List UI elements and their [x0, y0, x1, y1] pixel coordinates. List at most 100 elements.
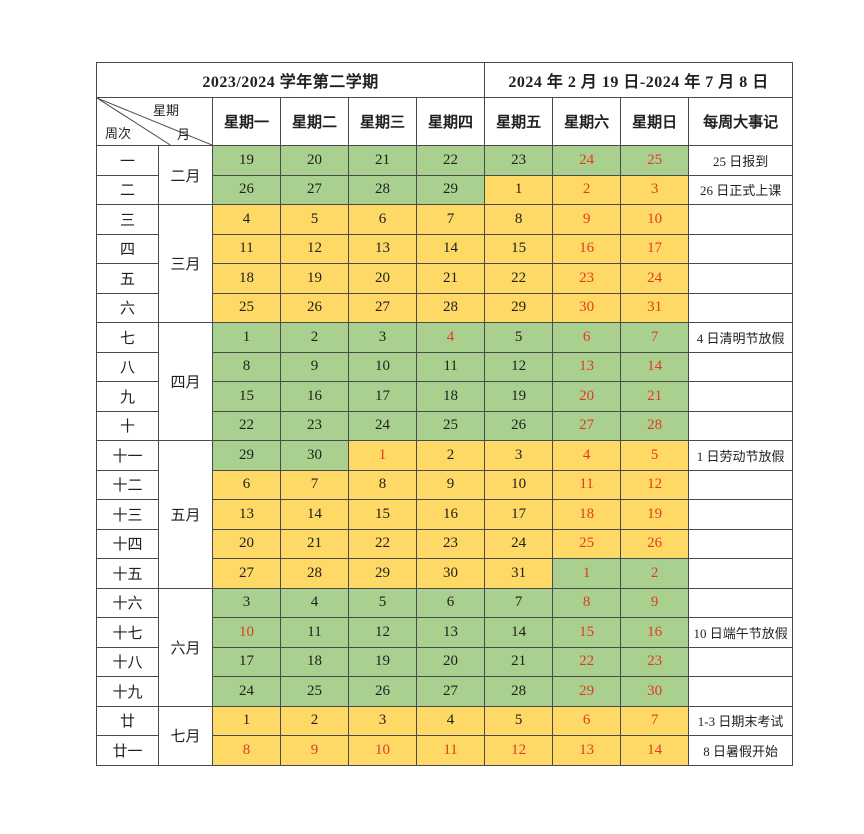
weekday-header-tue: 星期二 — [280, 97, 349, 146]
day-cell: 10 — [212, 617, 281, 648]
day-cell: 13 — [552, 735, 622, 766]
day-cell: 28 — [484, 676, 554, 707]
day-cell: 13 — [212, 499, 281, 530]
day-cell: 22 — [212, 410, 281, 441]
day-cell: 5 — [620, 440, 690, 471]
day-cell: 13 — [415, 617, 486, 648]
weekly-event-cell: 26 日正式上课 — [688, 174, 794, 205]
week-number-cell: 一 — [96, 145, 159, 176]
month-cell: 七月 — [158, 705, 213, 766]
week-row: 十五 27 28 29 30 31 1 2 — [96, 558, 794, 589]
weekday-header-row: 星期 周次 月 星期一 星期二 星期三 星期四 星期五 星期六 星期日 每周大事… — [96, 97, 794, 146]
week-number-cell: 五 — [96, 263, 159, 294]
day-cell: 15 — [212, 381, 281, 412]
day-cell: 24 — [620, 263, 690, 294]
day-cell: 7 — [280, 469, 349, 500]
day-cell: 11 — [415, 735, 486, 766]
day-cell: 9 — [620, 587, 690, 618]
weekly-event-cell: 1 日劳动节放假 — [688, 440, 794, 471]
day-cell: 4 — [415, 322, 486, 353]
week-number-cell: 廿 — [96, 705, 159, 736]
weekly-event-cell: 8 日暑假开始 — [688, 735, 794, 766]
day-cell: 19 — [280, 263, 349, 294]
week-row: 十 22 23 24 25 26 27 28 — [96, 410, 794, 441]
day-cell: 25 — [280, 676, 349, 707]
calendar-body: 一二月 19 20 21 22 23 24 25 25 日报到二 26 27 28 29 1 2 3 26 日正… — [96, 145, 794, 766]
day-cell: 3 — [212, 587, 281, 618]
weekly-event-cell: 4 日清明节放假 — [688, 322, 794, 353]
week-number-cell: 二 — [96, 174, 159, 205]
corner-label-month: 月 — [177, 127, 191, 142]
day-cell: 24 — [212, 676, 281, 707]
day-cell: 1 — [212, 322, 281, 353]
week-number-cell: 四 — [96, 233, 159, 264]
day-cell: 7 — [415, 204, 486, 235]
day-cell: 3 — [484, 440, 554, 471]
weekly-event-cell — [688, 233, 794, 264]
day-cell: 31 — [620, 292, 690, 323]
weekly-event-cell — [688, 528, 794, 559]
day-cell: 21 — [348, 145, 417, 176]
day-cell: 10 — [620, 204, 690, 235]
day-cell: 30 — [280, 440, 349, 471]
day-cell: 2 — [620, 558, 690, 589]
day-cell: 2 — [280, 705, 349, 736]
weekday-header-mon: 星期一 — [212, 97, 281, 146]
day-cell: 28 — [348, 174, 417, 205]
day-cell: 7 — [620, 322, 690, 353]
day-cell: 5 — [348, 587, 417, 618]
day-cell: 28 — [280, 558, 349, 589]
week-row: 十二 6 7 8 9 10 11 12 — [96, 469, 794, 500]
week-number-cell: 十三 — [96, 499, 159, 530]
day-cell: 14 — [620, 351, 690, 382]
day-cell: 29 — [552, 676, 622, 707]
day-cell: 29 — [415, 174, 486, 205]
day-cell: 22 — [415, 145, 486, 176]
week-number-cell: 十六 — [96, 587, 159, 618]
day-cell: 29 — [212, 440, 281, 471]
day-cell: 11 — [415, 351, 486, 382]
day-cell: 23 — [620, 646, 690, 677]
day-cell: 20 — [280, 145, 349, 176]
day-cell: 15 — [348, 499, 417, 530]
day-cell: 23 — [484, 145, 554, 176]
day-cell: 27 — [415, 676, 486, 707]
corner-label-week: 星期 — [153, 103, 180, 118]
day-cell: 8 — [348, 469, 417, 500]
day-cell: 25 — [552, 528, 622, 559]
corner-label-weekno: 周次 — [105, 126, 132, 141]
day-cell: 21 — [484, 646, 554, 677]
week-number-cell: 十四 — [96, 528, 159, 559]
day-cell: 12 — [620, 469, 690, 500]
week-number-cell: 廿一 — [96, 735, 159, 766]
week-row: 十三 13 14 15 16 17 18 19 — [96, 499, 794, 530]
day-cell: 30 — [415, 558, 486, 589]
weekly-event-cell — [688, 292, 794, 323]
day-cell: 11 — [552, 469, 622, 500]
day-cell: 17 — [484, 499, 554, 530]
day-cell: 14 — [280, 499, 349, 530]
day-cell: 6 — [552, 322, 622, 353]
week-row: 五 18 19 20 21 22 23 24 — [96, 263, 794, 294]
week-number-cell: 十二 — [96, 469, 159, 500]
day-cell: 9 — [552, 204, 622, 235]
week-row: 十四 20 21 22 23 24 25 26 — [96, 528, 794, 559]
day-cell: 20 — [212, 528, 281, 559]
day-cell: 12 — [484, 735, 554, 766]
day-cell: 21 — [620, 381, 690, 412]
day-cell: 5 — [484, 705, 554, 736]
day-cell: 19 — [212, 145, 281, 176]
day-cell: 3 — [620, 174, 690, 205]
day-cell: 30 — [552, 292, 622, 323]
day-cell: 26 — [348, 676, 417, 707]
day-cell: 17 — [212, 646, 281, 677]
day-cell: 26 — [620, 528, 690, 559]
day-cell: 14 — [484, 617, 554, 648]
weekday-header-sun: 星期日 — [620, 97, 690, 146]
day-cell: 2 — [415, 440, 486, 471]
day-cell: 8 — [212, 351, 281, 382]
day-cell: 17 — [348, 381, 417, 412]
day-cell: 4 — [280, 587, 349, 618]
week-row: 三三月 4 5 6 7 8 9 10 — [96, 204, 794, 323]
day-cell: 19 — [348, 646, 417, 677]
